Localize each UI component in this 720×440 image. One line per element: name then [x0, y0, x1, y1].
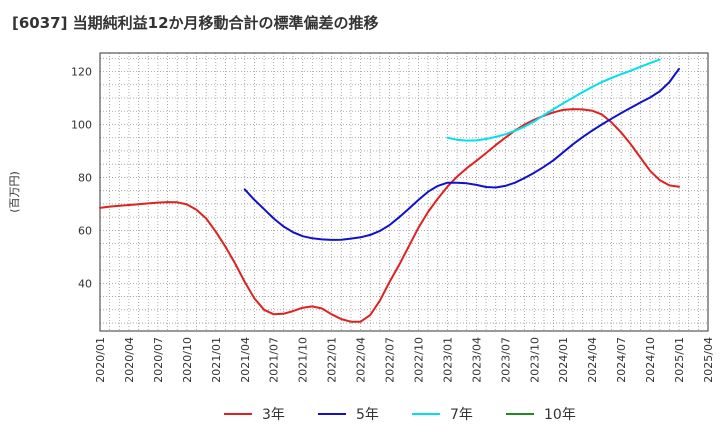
x-tick-label: 2020/07	[152, 337, 165, 383]
legend-label: 7年	[450, 407, 473, 423]
series-line-7年	[446, 58, 661, 142]
chart-title: [6037] 当期純利益12か月移動合計の標準偏差の推移	[12, 14, 379, 32]
plot-frame	[99, 52, 709, 332]
grid-layer	[99, 53, 709, 331]
legend-label: 10年	[544, 407, 576, 423]
x-tick-label: 2025/04	[702, 337, 715, 383]
legend: 3年 5年 7年 10年	[224, 407, 576, 423]
x-tick-label: 2023/07	[499, 337, 512, 383]
x-tick-label: 2023/01	[441, 337, 454, 383]
y-tick-label: 80	[78, 171, 92, 184]
series-line-3年	[99, 108, 680, 323]
x-tick-label: 2020/10	[181, 337, 194, 383]
x-tick-label: 2024/01	[557, 337, 570, 383]
x-tick-label: 2020/04	[123, 337, 136, 383]
x-tick-label: 2021/01	[210, 337, 223, 383]
x-tick-label: 2022/04	[355, 337, 368, 383]
y-tick-labels: 40 60 80 100 120	[71, 66, 92, 291]
y-tick-label: 100	[71, 118, 92, 131]
x-tick-label: 2023/04	[470, 337, 483, 383]
y-tick-label: 40	[78, 277, 92, 290]
y-tick-label: 120	[71, 66, 92, 79]
x-tick-label: 2024/10	[644, 337, 657, 383]
y-axis-label: (百万円)	[8, 171, 21, 213]
series-layer	[99, 58, 680, 323]
x-tick-label: 2022/07	[384, 337, 397, 383]
x-tick-labels: 2020/01 2020/04 2020/07 2020/10 2021/01 2021/…	[94, 337, 715, 383]
x-tick-label: 2024/04	[586, 337, 599, 383]
series-line-5年	[243, 67, 680, 241]
x-tick-label: 2025/01	[673, 337, 686, 383]
x-tick-label: 2022/10	[412, 337, 425, 383]
legend-label: 3年	[262, 407, 285, 423]
x-tick-label: 2020/01	[94, 337, 107, 383]
x-tick-label: 2023/10	[528, 337, 541, 383]
x-tick-label: 2021/07	[268, 337, 281, 383]
x-tick-label: 2021/04	[239, 337, 252, 383]
y-tick-label: 60	[78, 224, 92, 237]
x-tick-label: 2021/10	[297, 337, 310, 383]
legend-label: 5年	[356, 407, 379, 423]
x-tick-label: 2022/01	[326, 337, 339, 383]
x-tick-label: 2024/07	[615, 337, 628, 383]
